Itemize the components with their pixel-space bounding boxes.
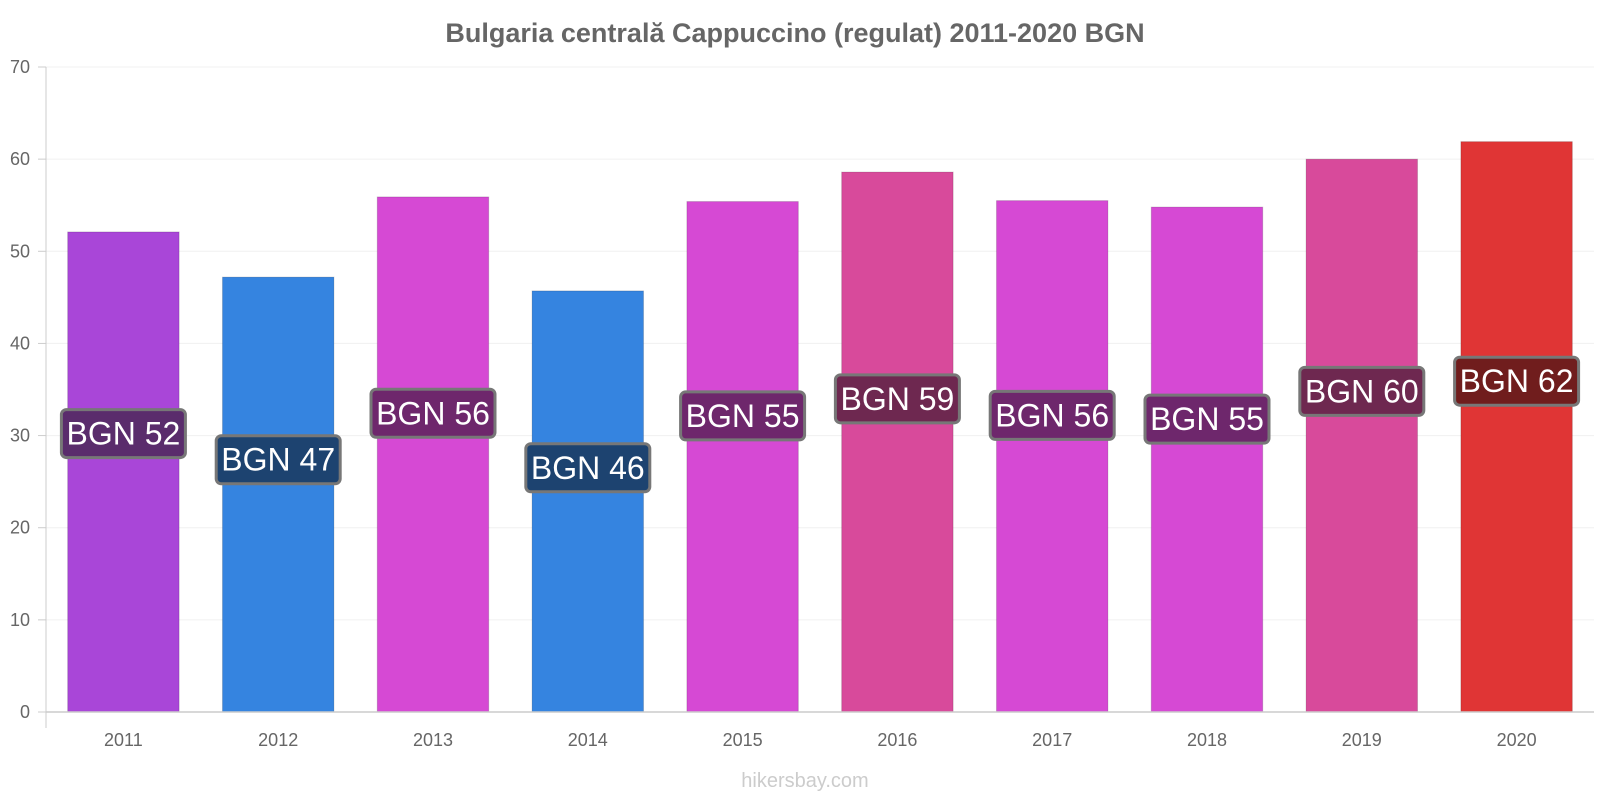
value-label-box-2019 xyxy=(1298,365,1426,417)
value-label-2015: BGN 55 xyxy=(686,398,800,434)
x-axis: 2011 2012 2013 2014 2015 2016 2017 2018 2019 2020 xyxy=(46,711,1594,750)
value-label-2018: BGN 55 xyxy=(1150,401,1264,437)
bar-2013 xyxy=(376,196,490,713)
bar-2014 xyxy=(531,290,645,713)
x-tick-label-2019: 2019 xyxy=(1342,730,1382,750)
bar-2011 xyxy=(67,231,180,713)
value-labels: BGN 52 BGN 47 BGN 56 BGN 46 BGN 55 BGN 59 BGN … xyxy=(59,355,1581,494)
bar-2017 xyxy=(995,200,1109,713)
y-tick-label-0: 0 xyxy=(20,702,30,722)
bar-2015 xyxy=(686,201,799,713)
bar-2012 xyxy=(221,276,335,713)
value-label-2013: BGN 56 xyxy=(376,395,490,431)
value-label-box-2013 xyxy=(369,387,497,439)
value-label-2019: BGN 60 xyxy=(1305,373,1419,409)
value-label-2012: BGN 47 xyxy=(221,442,335,478)
y-tick-label-30: 30 xyxy=(10,426,30,446)
value-label-box-2016 xyxy=(833,373,961,425)
y-tick-label-20: 20 xyxy=(10,518,30,538)
value-label-2011: BGN 52 xyxy=(66,416,180,452)
value-label-2016: BGN 59 xyxy=(840,381,954,417)
x-tick-label-2017: 2017 xyxy=(1032,730,1072,750)
credit-text: hikersbay.com xyxy=(741,770,868,792)
value-label-box-2017 xyxy=(988,389,1116,441)
x-tick-label-2013: 2013 xyxy=(413,730,453,750)
bar-2018 xyxy=(1150,206,1264,713)
value-label-box-2011 xyxy=(59,408,187,460)
bars xyxy=(67,141,1573,713)
y-tick-label-40: 40 xyxy=(10,333,30,353)
value-label-2014: BGN 46 xyxy=(531,450,645,486)
y-axis: 0 10 20 30 40 50 60 70 xyxy=(10,57,47,728)
x-tick-label-2015: 2015 xyxy=(723,730,763,750)
x-tick-label-2018: 2018 xyxy=(1187,730,1227,750)
value-label-2020: BGN 62 xyxy=(1460,363,1574,399)
value-label-box-2012 xyxy=(214,434,342,486)
x-tick-label-2016: 2016 xyxy=(877,730,917,750)
bar-2019 xyxy=(1305,158,1419,713)
y-tick-label-50: 50 xyxy=(10,241,30,261)
y-tick-label-60: 60 xyxy=(10,149,30,169)
value-label-box-2018 xyxy=(1143,393,1271,445)
x-tick-label-2012: 2012 xyxy=(258,730,298,750)
x-tick-label-2014: 2014 xyxy=(568,730,608,750)
bar-2020 xyxy=(1460,141,1573,713)
x-tick-label-2011: 2011 xyxy=(104,730,143,750)
bar-2016 xyxy=(841,171,954,713)
value-label-box-2020 xyxy=(1453,355,1581,407)
y-tick-label-70: 70 xyxy=(10,57,30,77)
chart-title: Bulgaria centrală Cappuccino (regulat) 2… xyxy=(445,18,1144,48)
x-tick-label-2020: 2020 xyxy=(1497,730,1537,750)
value-label-box-2015 xyxy=(679,390,807,442)
y-tick-label-10: 10 xyxy=(10,610,30,630)
value-label-2017: BGN 56 xyxy=(995,397,1109,433)
value-label-box-2014 xyxy=(524,442,652,494)
